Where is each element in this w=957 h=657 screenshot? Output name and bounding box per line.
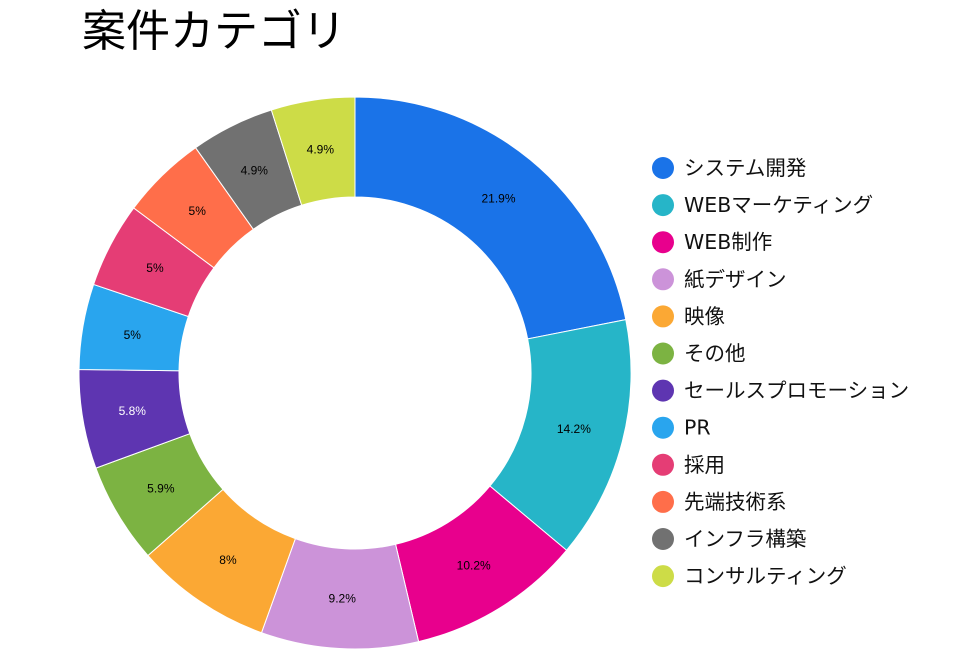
legend-label: コンサルティング: [684, 564, 847, 588]
slice-value-label: 5%: [189, 204, 207, 218]
legend-swatch: [652, 379, 674, 402]
legend-item: コンサルティング: [652, 564, 847, 588]
slice-value-label: 5.8%: [119, 404, 147, 418]
pie-slice: [354, 96, 627, 340]
slice-value-label: 14.2%: [557, 422, 591, 436]
chart-slice-labels: 21.9% 14.2% 10.2% 9.2% 8% 5.9% 5.8% 5% 5% 5% 4.9% 4…: [119, 143, 592, 606]
legend-item: WEB制作: [652, 230, 772, 254]
legend-swatch: [652, 305, 674, 328]
legend-swatch: [652, 268, 674, 291]
slice-value-label: 5%: [124, 328, 142, 342]
slice-value-label: 5.9%: [147, 482, 175, 496]
legend-label: インフラ構築: [684, 527, 806, 551]
legend-swatch: [652, 490, 674, 513]
slice-value-label: 4.9%: [307, 143, 335, 157]
slice-value-label: 5%: [146, 261, 164, 275]
legend-item: 採用: [652, 453, 725, 477]
slice-value-label: 4.9%: [241, 164, 269, 178]
legend-swatch: [652, 528, 674, 550]
legend-swatch: [652, 231, 674, 254]
legend-swatch: [652, 565, 674, 588]
legend-swatch: [652, 342, 674, 365]
legend-item: セールスプロモーション: [652, 379, 909, 403]
legend-label: 紙デザイン: [684, 267, 787, 291]
legend-item: その他: [652, 342, 746, 366]
legend-label: 映像: [684, 304, 725, 328]
slice-value-label: 8%: [219, 553, 237, 567]
slice-value-label: 10.2%: [457, 558, 491, 572]
pie-slice: [270, 96, 356, 206]
legend-item: システム開発: [652, 156, 806, 180]
legend-label: システム開発: [684, 156, 806, 180]
chart-legend: システム開発 WEBマーケティング WEB制作紙デザイン映像その他セールスプロモーシ…: [652, 156, 909, 588]
legend-swatch: [652, 157, 674, 179]
legend-item: PR: [652, 416, 711, 440]
chart-slices: [78, 96, 632, 650]
legend-item: 先端技術系: [652, 490, 787, 514]
legend-item: 映像: [652, 304, 725, 328]
legend-swatch: [652, 194, 674, 217]
legend-item: 紙デザイン: [652, 267, 787, 291]
legend-label: 先端技術系: [684, 490, 787, 514]
legend-swatch: [652, 416, 674, 439]
legend-item: インフラ構築: [652, 527, 806, 551]
legend-label: PR: [684, 416, 711, 440]
legend-label: セールスプロモーション: [684, 379, 909, 403]
legend-item: WEBマーケティング: [652, 193, 873, 217]
legend-label: 採用: [684, 453, 725, 477]
chart-title: 案件カテゴリ: [82, 6, 346, 57]
slice-value-label: 21.9%: [481, 191, 515, 205]
slice-value-label: 9.2%: [329, 592, 357, 606]
legend-label: その他: [684, 342, 746, 366]
legend-label: WEB制作: [684, 230, 772, 254]
legend-label: WEBマーケティング: [684, 193, 873, 217]
legend-swatch: [652, 453, 674, 476]
